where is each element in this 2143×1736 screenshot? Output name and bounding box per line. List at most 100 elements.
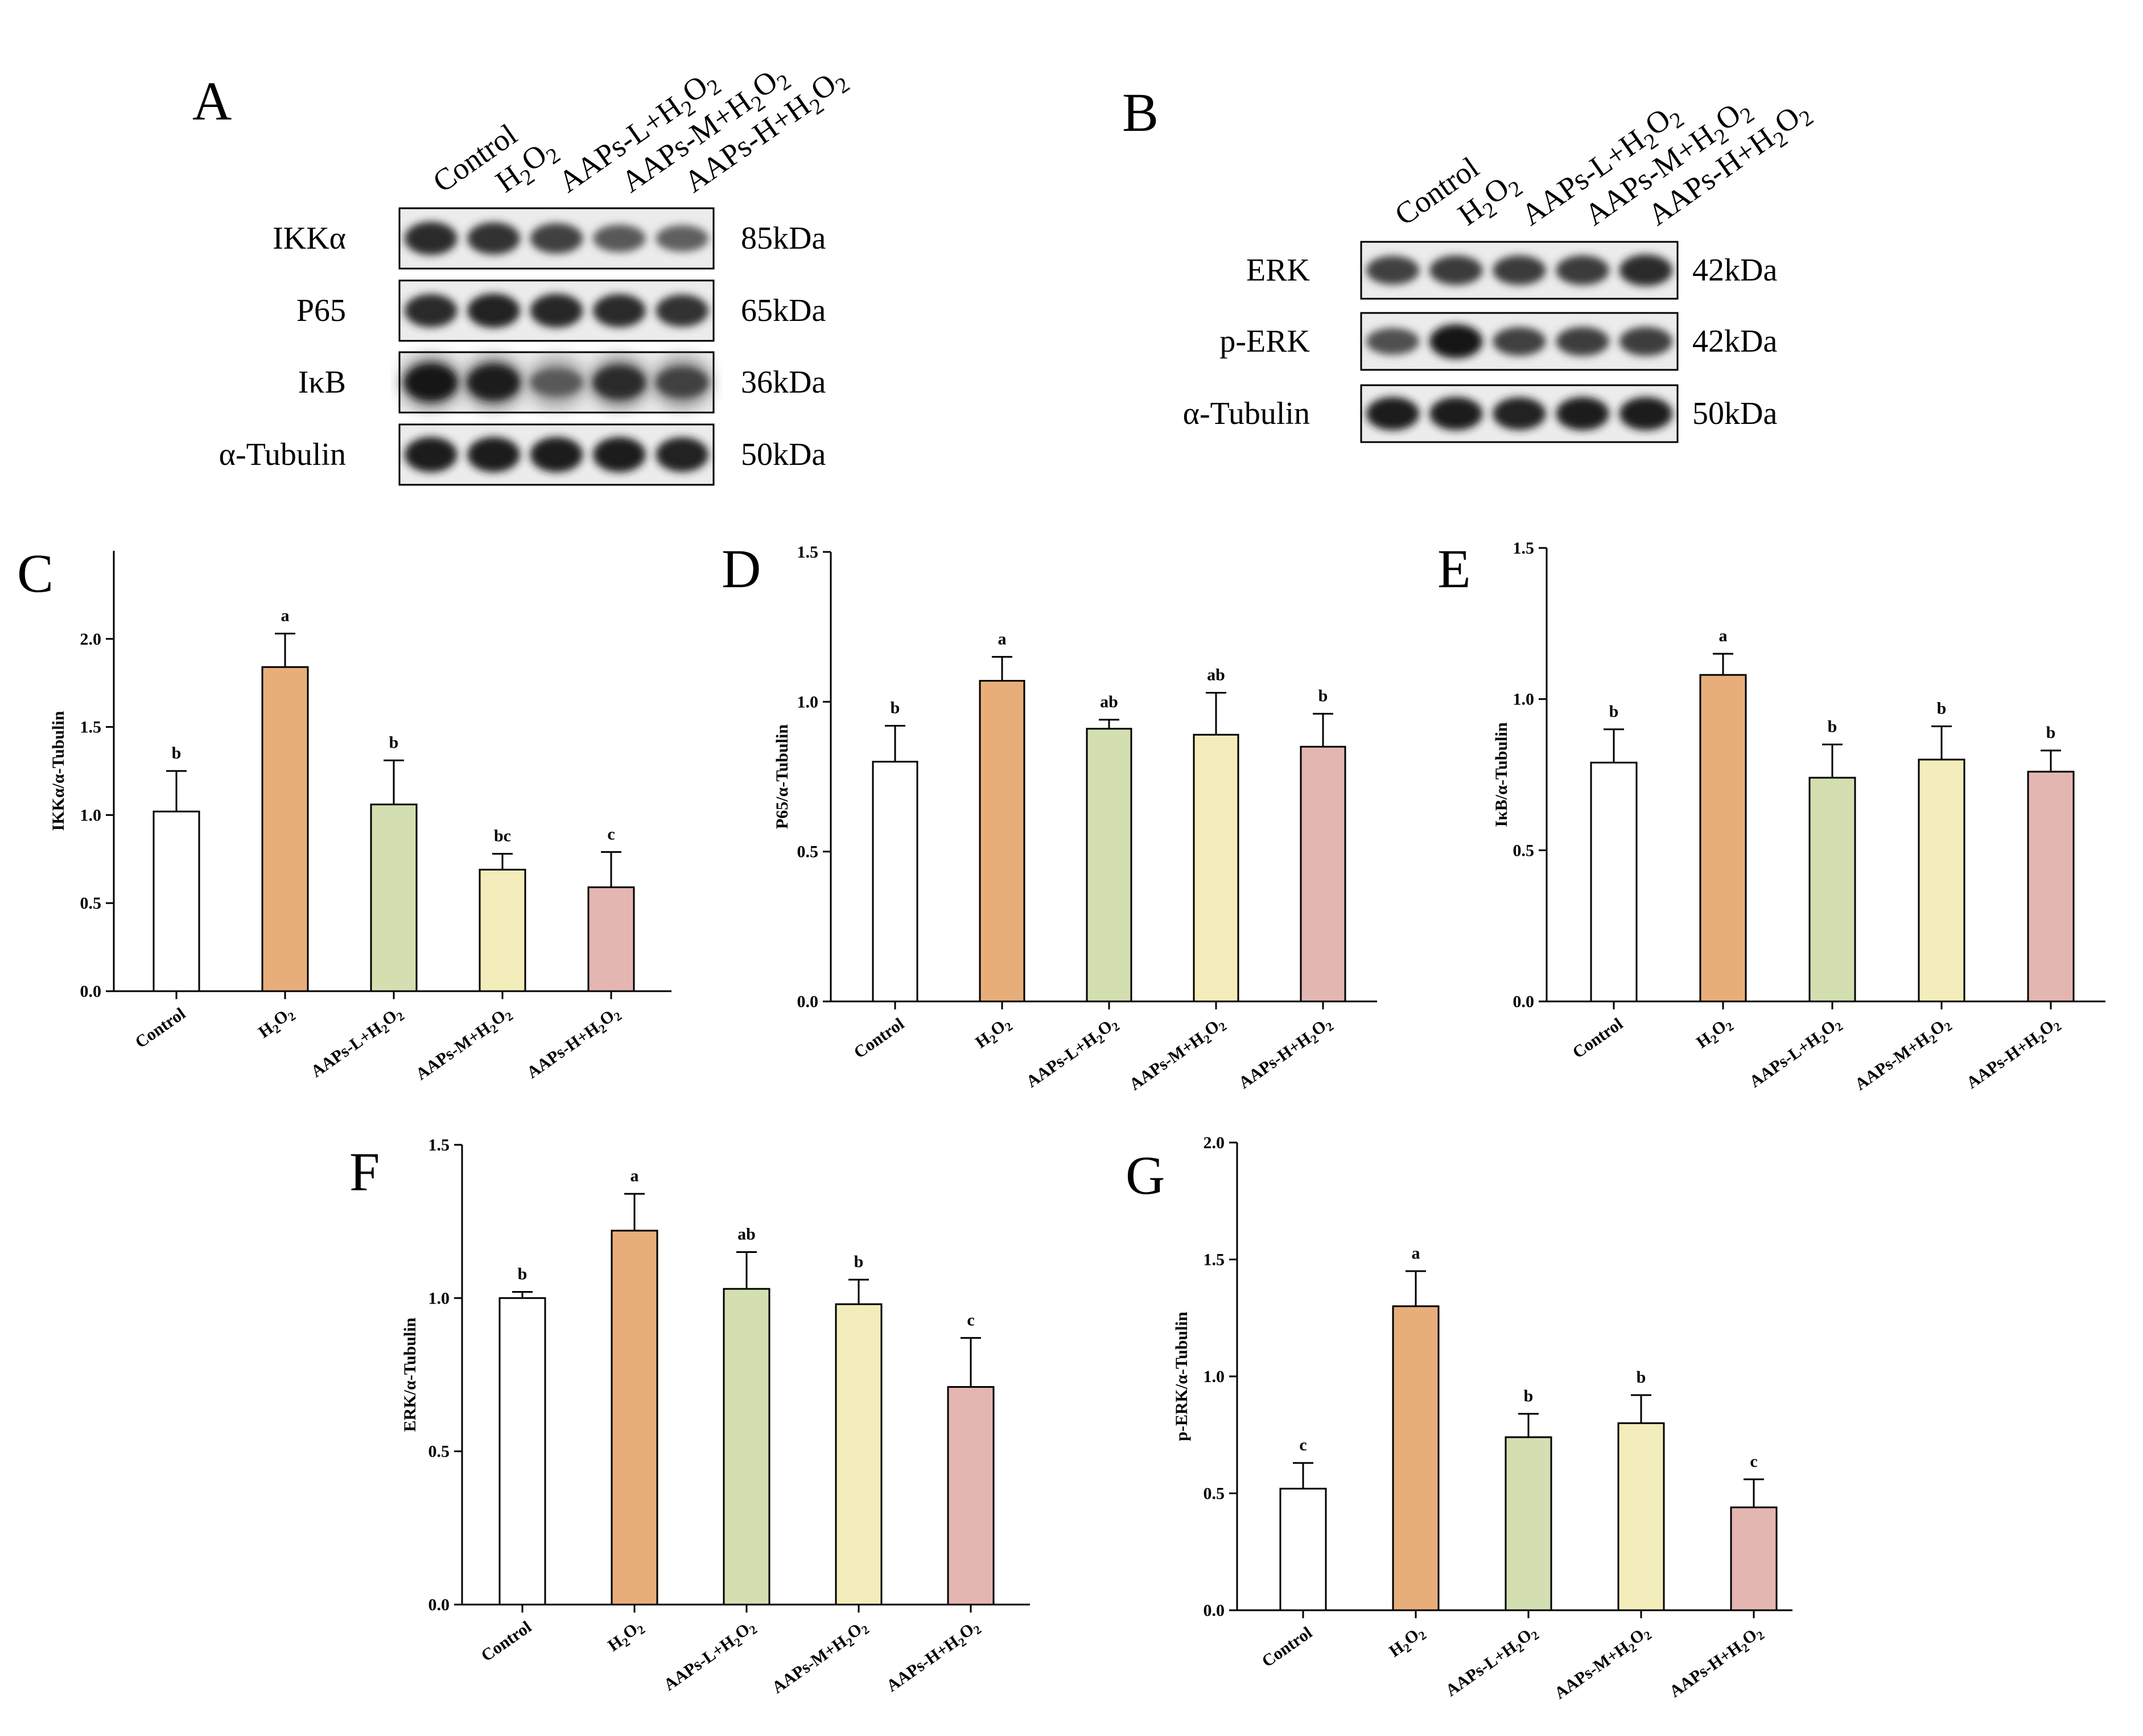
panel-letter: G (1126, 1145, 1165, 1206)
y-tick-label: 0.5 (797, 843, 819, 861)
blot-row: p-ERK 42kDa (1219, 312, 1777, 371)
band (1556, 327, 1609, 356)
category-label: H2O2 (604, 1617, 649, 1657)
blot-row: P65 65kDa (296, 279, 826, 342)
band (1493, 397, 1546, 430)
band (1366, 397, 1420, 431)
significance-label: c (1750, 1452, 1757, 1471)
bar (370, 803, 418, 992)
bar (611, 1230, 658, 1606)
category-label: Control (1569, 1015, 1626, 1062)
significance-label: b (891, 698, 900, 717)
band (1493, 255, 1546, 285)
significance-label: c (1299, 1436, 1307, 1454)
category-label: Control (1259, 1623, 1316, 1671)
blot-row: IKKα 85kDa (273, 207, 826, 270)
category-label: Control (478, 1618, 535, 1665)
category-label: Control (132, 1004, 189, 1052)
category-label: AAPs-M+H2O2 (1550, 1622, 1655, 1705)
significance-label: b (1318, 686, 1328, 705)
blot-row: ERK 42kDa (1246, 241, 1777, 300)
significance-label: b (2046, 723, 2056, 742)
significance-label: b (1609, 702, 1619, 721)
category-label: AAPs-M+H2O2 (1851, 1013, 1955, 1096)
significance-label: a (998, 629, 1007, 648)
panel-letter: D (722, 538, 761, 599)
category-label: AAPs-L+H2O2 (1441, 1622, 1543, 1702)
panel-letter: F (349, 1141, 380, 1202)
bar-chart-E: E 0.0 0.5 1.0 1.5 IκB/α-Tubulin b Control a H2O2 b… (1437, 538, 2105, 1096)
category-label: AAPs-M+H2O2 (1125, 1013, 1230, 1096)
bar (1699, 674, 1747, 1003)
y-tick-label: 1.0 (80, 806, 102, 824)
y-tick-label: 1.0 (428, 1289, 450, 1308)
band (530, 223, 583, 254)
y-tick-label: 1.5 (428, 1136, 450, 1154)
category-label: AAPs-M+H2O2 (768, 1617, 872, 1700)
y-tick-label: 0.5 (80, 894, 102, 913)
significance-label: b (1937, 699, 1947, 718)
blot-row: IκB 36kDa (298, 351, 826, 414)
kda-label: 42kDa (1692, 253, 1777, 288)
band (404, 221, 458, 255)
protein-label: α-Tubulin (219, 437, 346, 472)
bar (835, 1303, 883, 1606)
y-tick-label: 1.5 (1513, 539, 1535, 558)
bar-chart-C: C 0.0 0.5 1.0 1.5 2.0 IKKα/α-Tubulin b Control a H… (17, 543, 671, 1084)
category-label: AAPs-H+H2O2 (1962, 1013, 2064, 1095)
band (467, 365, 520, 400)
band (656, 294, 709, 327)
band (1429, 324, 1483, 358)
protein-label: ERK (1246, 253, 1310, 288)
significance-label: b (1524, 1387, 1534, 1405)
bar-chart-F: F 0.0 0.5 1.0 1.5 ERK/α-Tubulin b Control a H2O2 a… (349, 1136, 1030, 1700)
y-tick-label: 1.0 (1204, 1367, 1225, 1386)
band (467, 293, 520, 328)
bar (723, 1288, 770, 1606)
y-tick-label: 1.5 (797, 543, 819, 562)
bar-chart-D: D 0.0 0.5 1.0 1.5 P65/α-Tubulin b Control a H2O2 a… (722, 538, 1377, 1096)
band (404, 294, 458, 328)
significance-label: a (1412, 1244, 1420, 1263)
bar (1617, 1422, 1665, 1611)
band (593, 365, 646, 399)
band (1619, 327, 1673, 356)
category-label: AAPs-H+H2O2 (882, 1617, 984, 1698)
y-tick-label: 0.5 (1204, 1485, 1225, 1503)
y-axis-title: ERK/α-Tubulin (401, 1317, 419, 1432)
panel-letter: A (192, 71, 232, 131)
y-tick-label: 1.5 (1204, 1251, 1225, 1269)
band (467, 437, 520, 472)
bar (587, 886, 635, 992)
bar (1730, 1506, 1778, 1611)
y-tick-label: 1.5 (80, 718, 102, 737)
band (1429, 397, 1483, 431)
band (1556, 397, 1609, 431)
bar (479, 868, 526, 992)
category-label: AAPs-H+H2O2 (1234, 1013, 1337, 1095)
kda-label: 65kDa (741, 293, 826, 328)
bar (1279, 1487, 1327, 1611)
bar (498, 1297, 546, 1606)
protein-label: IKKα (273, 221, 346, 256)
y-tick-label: 0.0 (80, 982, 102, 1001)
band (656, 225, 709, 252)
band (1366, 328, 1420, 355)
protein-label: α-Tubulin (1183, 396, 1310, 431)
category-label: Control (851, 1015, 908, 1062)
bar (1918, 758, 1965, 1003)
bar (2027, 770, 2075, 1003)
category-label: AAPs-L+H2O2 (1022, 1013, 1123, 1094)
category-label: H2O2 (1692, 1013, 1737, 1054)
band (1619, 397, 1673, 431)
bar (261, 666, 309, 992)
protein-label: p-ERK (1219, 324, 1310, 359)
bar (1590, 761, 1638, 1003)
band (1619, 254, 1673, 286)
y-axis-title: IκB/α-Tubulin (1492, 722, 1511, 827)
significance-label: b (172, 744, 182, 762)
band (467, 222, 520, 255)
bar-chart-G: G 0.0 0.5 1.0 1.5 2.0 p-ERK/α-Tubulin c Control a… (1126, 1133, 1792, 1705)
band (404, 437, 458, 472)
